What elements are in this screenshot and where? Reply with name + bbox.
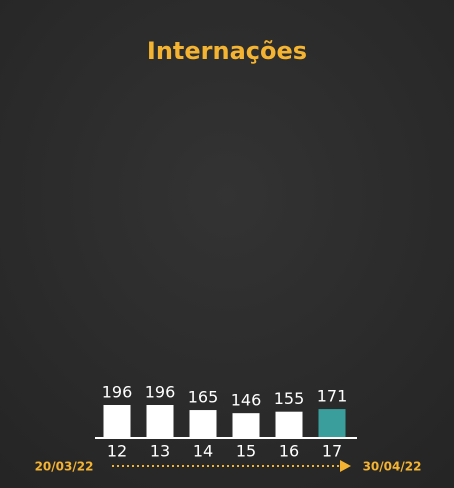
chart-title: Internações	[147, 37, 307, 65]
value-label: 165	[188, 388, 219, 407]
value-label: 171	[317, 387, 348, 406]
bar	[232, 413, 260, 437]
bar	[318, 409, 346, 437]
value-label: 196	[102, 383, 133, 402]
end-date: 30/04/22	[363, 460, 422, 474]
bar	[189, 410, 217, 437]
x-tick-label: 13	[150, 442, 170, 461]
value-label: 146	[231, 391, 262, 410]
x-tick-label: 15	[236, 442, 256, 461]
x-tick-label: 17	[322, 442, 342, 461]
x-tick-label: 12	[107, 442, 127, 461]
start-date: 20/03/22	[35, 460, 94, 474]
arrow-head	[340, 460, 351, 472]
bar	[146, 405, 174, 437]
x-tick-label: 16	[279, 442, 299, 461]
value-label: 155	[274, 389, 305, 408]
x-tick-label: 14	[193, 442, 213, 461]
value-label: 196	[145, 383, 176, 402]
bar	[275, 411, 303, 437]
bar	[103, 405, 131, 437]
